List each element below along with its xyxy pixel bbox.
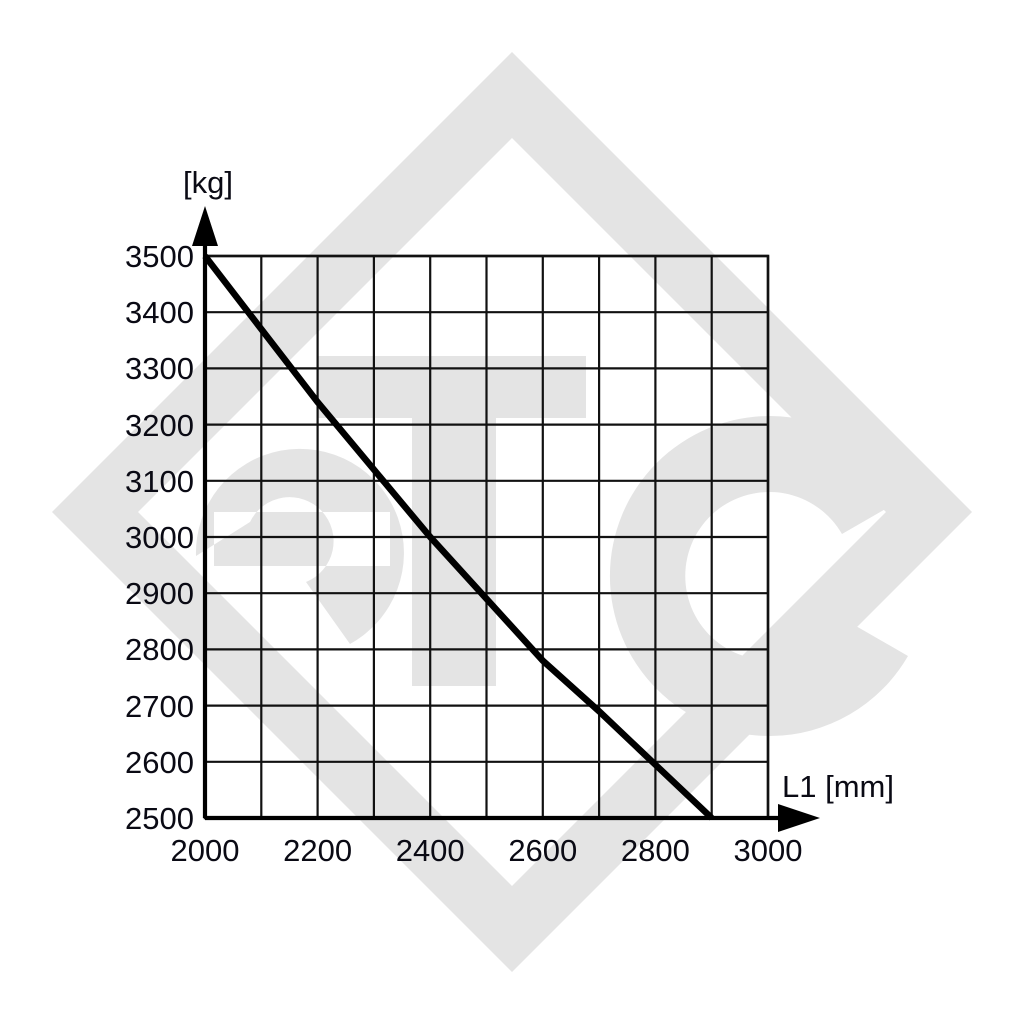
y-tick-label: 3100 [125, 464, 194, 499]
y-tick-label: 2800 [125, 632, 194, 667]
x-tick-label: 2600 [508, 833, 577, 868]
x-axis [205, 804, 820, 832]
load-capacity-curve [202, 254, 714, 821]
y-tick-label: 2700 [125, 689, 194, 724]
y-axis [192, 206, 218, 818]
y-axis-tick-labels: 3500 3400 3300 3200 3100 3000 2900 2800 … [125, 239, 194, 836]
y-axis-arrow-icon [192, 206, 218, 246]
y-tick-label: 3500 [125, 239, 194, 274]
x-axis-arrow-icon [778, 804, 820, 832]
y-axis-title: [kg] [183, 165, 233, 200]
y-tick-label: 3400 [125, 295, 194, 330]
y-tick-label: 3300 [125, 351, 194, 386]
x-tick-label: 2800 [621, 833, 690, 868]
x-tick-label: 2000 [171, 833, 240, 868]
y-tick-label: 2500 [125, 801, 194, 836]
y-tick-label: 3200 [125, 408, 194, 443]
x-axis-title: L1 [mm] [782, 769, 894, 804]
x-tick-label: 2200 [283, 833, 352, 868]
x-axis-tick-labels: 2000 2200 2400 2600 2800 3000 [171, 833, 803, 868]
y-tick-label: 3000 [125, 520, 194, 555]
x-tick-label: 3000 [734, 833, 803, 868]
y-tick-label: 2900 [125, 576, 194, 611]
x-tick-label: 2400 [396, 833, 465, 868]
y-tick-label: 2600 [125, 745, 194, 780]
